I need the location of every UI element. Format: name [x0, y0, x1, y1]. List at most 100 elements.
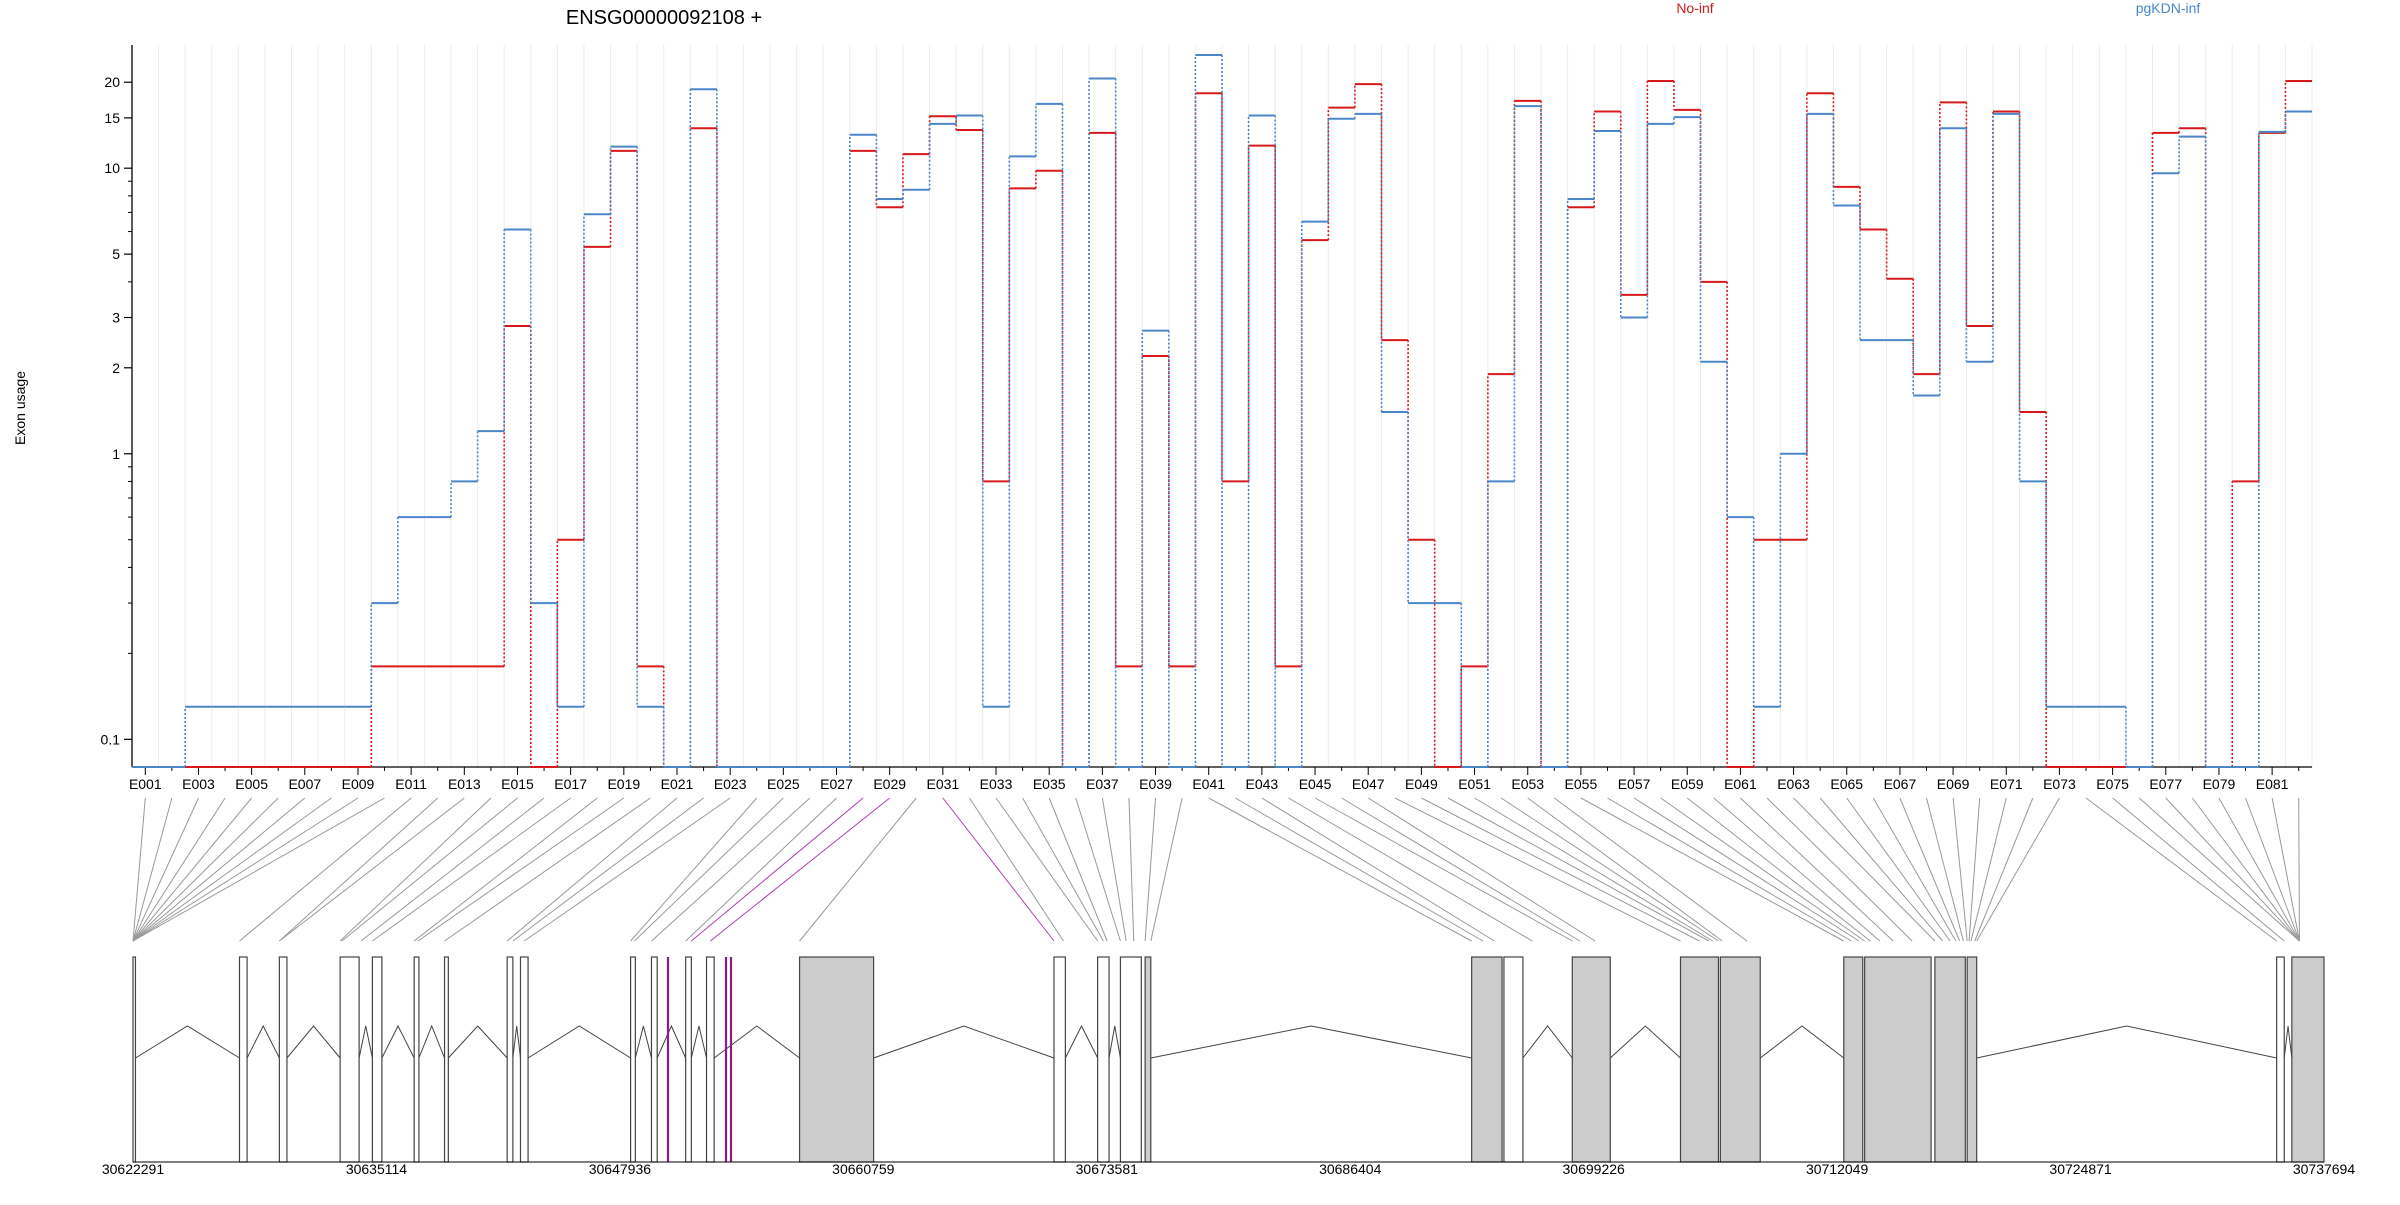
exon-box [278, 956, 288, 1163]
y-tick-label: 3 [112, 310, 120, 326]
x-tick-label: E033 [980, 776, 1013, 792]
genomic-coordinate-label: 30724871 [2049, 1161, 2112, 1177]
x-tick-label: E003 [182, 776, 215, 792]
x-tick-label: E025 [767, 776, 800, 792]
exon-connector [691, 797, 864, 942]
exon-connector [685, 797, 837, 942]
x-tick-label: E063 [1777, 776, 1810, 792]
exon-connector [413, 797, 598, 942]
exon-box [1119, 956, 1142, 1163]
x-tick-label: E023 [714, 776, 747, 792]
exon-box [1471, 956, 1503, 1163]
exon-connector [1150, 797, 1183, 942]
exon-box [1503, 956, 1524, 1163]
intron-line [358, 1025, 373, 1059]
exon-connector [1846, 797, 1951, 942]
x-tick-label: E007 [288, 776, 321, 792]
exon-box [705, 956, 715, 1163]
exon-connector [1952, 797, 1968, 942]
exon-connector [1793, 797, 1936, 942]
exon-connector [1367, 797, 1596, 942]
genomic-coordinate-label: 30647936 [589, 1161, 652, 1177]
exon-connector [2138, 797, 2300, 942]
exon-connector [1899, 797, 1961, 942]
exon-connector [1968, 797, 1981, 942]
exon-connector [132, 797, 146, 942]
exon-connector [1101, 797, 1127, 942]
exon-box [1934, 956, 1966, 1163]
x-tick-label: E077 [2149, 776, 2182, 792]
exon-connector [132, 797, 306, 942]
exon-connector [2165, 797, 2300, 942]
exon-box [1144, 956, 1152, 1163]
exon-connector [132, 797, 385, 942]
axes-layer: 0.1 1 2 3 5 10 15 20 E001 E003 E005 E007 E009 E011 E01… [101, 45, 2312, 792]
exon-connector [444, 797, 651, 942]
intron-line [1609, 1025, 1681, 1059]
intron-line [2283, 1025, 2293, 1059]
exon-box [1843, 956, 1864, 1163]
intron-line [418, 1024, 445, 1059]
exon-connector [132, 797, 173, 942]
exon-connector [1766, 797, 1913, 942]
x-tick-label: E009 [342, 776, 375, 792]
exon-connector [1926, 797, 1964, 942]
exon-box [2291, 956, 2325, 1163]
intron-line [656, 1024, 687, 1059]
x-tick-label: E021 [661, 776, 694, 792]
genomic-coordinate-label: 30660759 [832, 1161, 895, 1177]
exon-connector [339, 797, 492, 942]
exon-box [519, 956, 529, 1163]
intron-line [527, 1025, 631, 1059]
x-tick-label: E031 [927, 776, 960, 792]
exon-connector [1447, 797, 1710, 942]
x-tick-label: E049 [1405, 776, 1438, 792]
exon-connector [1607, 797, 1852, 942]
exon-connector [360, 797, 545, 942]
exon-box [629, 956, 636, 1163]
exon-connector [1128, 797, 1135, 942]
intron-line [135, 1025, 240, 1059]
intron-line [1522, 1025, 1573, 1059]
genomic-coordinate-label: 30737694 [2293, 1161, 2356, 1177]
intron-line [873, 1025, 1055, 1059]
exon-connector [372, 797, 571, 942]
x-tick-label: E055 [1565, 776, 1598, 792]
genomic-coordinate-label: 30635114 [346, 1161, 407, 1177]
exon-connector [132, 797, 199, 942]
exon-connector [1970, 797, 2007, 942]
exon-connector [239, 797, 412, 942]
exon-connector [1554, 797, 1748, 942]
x-tick-label: E035 [1033, 776, 1066, 792]
exon-connector [1686, 797, 1871, 942]
exon-box [798, 956, 875, 1163]
exon-connector [132, 797, 359, 942]
x-tick-label: E011 [395, 776, 427, 792]
exon-connector [132, 797, 279, 942]
exon-connector [2191, 797, 2300, 942]
exon-connector [2245, 797, 2300, 942]
exon-connector [1474, 797, 1714, 942]
series-pgKDN-inf [132, 54, 2312, 768]
exon-connector [1740, 797, 1894, 942]
x-tick-label: E069 [1937, 776, 1970, 792]
gene-model: 30622291 30635114 30647936 30660759 30673581… [102, 956, 2356, 1177]
x-tick-label: E039 [1139, 776, 1172, 792]
exon-connector [1394, 797, 1681, 942]
exon-connector [995, 797, 1099, 942]
intron-line [634, 1025, 652, 1059]
intron-line [713, 1025, 800, 1059]
x-tick-label: E001 [129, 776, 162, 792]
x-tick-label: E071 [1990, 776, 2023, 792]
exon-box [238, 956, 248, 1163]
exon-connector [942, 797, 1055, 942]
exon-connector [279, 797, 465, 942]
intron-line [1976, 1025, 2277, 1059]
exon-connector [1527, 797, 1723, 942]
x-tick-label: E079 [2203, 776, 2236, 792]
exon-connector [1314, 797, 1573, 942]
exon-connector [1660, 797, 1865, 942]
genomic-coordinate-label: 30673581 [1076, 1161, 1139, 1177]
